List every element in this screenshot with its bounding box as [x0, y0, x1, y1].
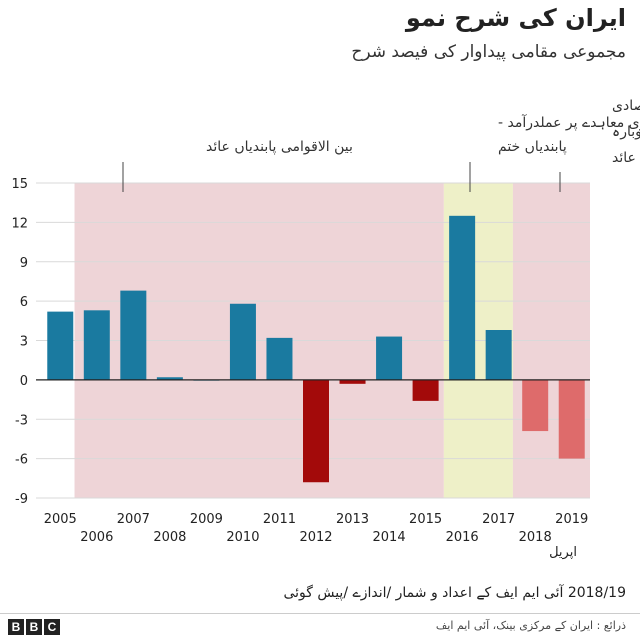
april-label: اپریل — [549, 545, 577, 560]
x-tick-label: 2014 — [373, 530, 406, 545]
x-tick-label: 2012 — [299, 530, 332, 545]
x-tick-label: 2013 — [336, 512, 369, 527]
x-tick-label: 2018 — [519, 530, 552, 545]
bar-2005 — [47, 311, 74, 380]
source-credit: ذرائع : ایران کے مرکزی بینک، آئی ایم ایف — [435, 619, 626, 632]
y-axis-ticks: 15 12 9 6 3 0 -3 -6 -9 — [11, 177, 28, 507]
y-tick-label: -3 — [15, 413, 28, 428]
y-tick-label: -9 — [15, 492, 28, 507]
bar-2010 — [229, 303, 256, 380]
x-tick-label: 2016 — [446, 530, 479, 545]
bar-2018 — [522, 379, 549, 432]
x-tick-label: 2006 — [80, 530, 113, 545]
bar-2015 — [412, 379, 439, 401]
footnote: 2018/19 آئی ایم ایف کے اعداد و شمار /اند… — [283, 585, 626, 601]
bar-2006 — [83, 310, 110, 380]
bbc-logo-letter: B — [26, 619, 42, 635]
annotation-us-line1: امریکی اقتصادی — [612, 98, 640, 114]
x-tick-label: 2015 — [409, 512, 442, 527]
chart-title: ایران کی شرح نمو — [405, 4, 626, 32]
bar-2013 — [339, 379, 366, 384]
y-tick-label: 15 — [11, 177, 28, 192]
bar-2011 — [266, 337, 293, 380]
x-tick-label: 2010 — [226, 530, 259, 545]
x-tick-label: 2009 — [190, 512, 223, 527]
y-tick-label: 3 — [20, 335, 28, 350]
bar-2008 — [156, 377, 183, 380]
y-tick-label: 6 — [20, 295, 28, 310]
annotation-deal-line1: جوہری معاہدے پر عملدرآمد - — [498, 114, 640, 131]
annotations: بین الاقوامی پابندیاں عائد جوہری معاہدے … — [122, 98, 640, 192]
bar-2014 — [376, 336, 403, 380]
annotation-deal-line2: پابندیاں ختم — [498, 139, 567, 155]
annotation-intl-sanctions: بین الاقوامی پابندیاں عائد — [206, 139, 353, 155]
x-axis-ticks: 2005 2007 2009 2011 2013 2015 2017 2019 2006 2008… — [44, 512, 589, 545]
x-tick-label: 2017 — [482, 512, 515, 527]
bar-2016 — [449, 215, 476, 380]
x-tick-label: 2008 — [153, 530, 186, 545]
chart-subtitle: مجموعی مقامی پیداوار کی فیصد شرح — [351, 42, 626, 62]
bbc-logo-letter: C — [44, 619, 60, 635]
y-tick-label: 12 — [11, 216, 28, 231]
footer-divider — [0, 613, 640, 614]
bbc-logo: B B C — [8, 619, 60, 635]
y-tick-label: -6 — [15, 453, 28, 468]
y-tick-label: 9 — [20, 256, 28, 271]
bar-2017 — [485, 330, 512, 380]
y-tick-label: 0 — [20, 374, 28, 389]
annotation-us-line3: عائد — [612, 150, 636, 166]
x-tick-label: 2005 — [44, 512, 77, 527]
bbc-logo-letter: B — [8, 619, 24, 635]
x-tick-label: 2007 — [117, 512, 150, 527]
bar-2012 — [303, 379, 329, 483]
x-tick-label: 2011 — [263, 512, 296, 527]
bars — [36, 215, 590, 483]
x-tick-label: 2019 — [555, 512, 588, 527]
annotation-us-line2: پابندی دوبارہ — [612, 124, 640, 140]
bar-2019 — [558, 379, 585, 459]
bar-2007 — [120, 290, 147, 380]
